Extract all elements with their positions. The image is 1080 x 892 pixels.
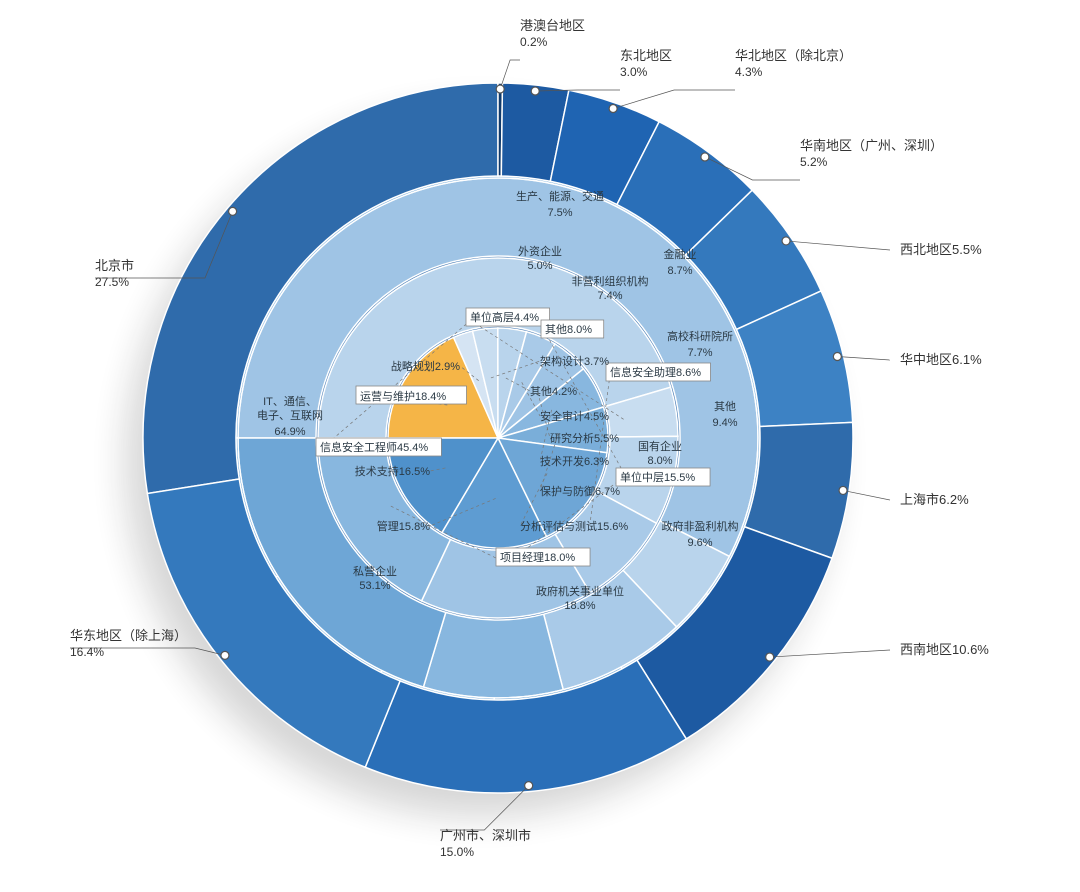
label: 华北地区（除北京） — [735, 48, 852, 63]
label: 西南地区10.6% — [900, 642, 989, 657]
label: 保护与防御6.7% — [540, 484, 620, 498]
label: 53.1% — [359, 580, 390, 592]
label: 政府非盈利机构 — [662, 519, 739, 533]
label: 政府机关事业单位 — [536, 584, 624, 598]
label: 18.8% — [564, 600, 595, 612]
sunburst-chart: 北京市 27.5% 港澳台地区 0.2% 东北地区 3.0% 华北地区（除北京） 4.3% 华南… — [0, 0, 1080, 892]
label: 架构设计3.7% — [540, 354, 609, 368]
label: 信息安全助理8.6% — [610, 365, 701, 379]
label: 外资企业 — [518, 244, 562, 258]
label: 非营利组织机构 — [572, 274, 649, 288]
label: 4.3% — [735, 65, 763, 79]
label: 其他 — [714, 400, 736, 413]
label: 技术开发6.3% — [540, 454, 609, 468]
label: 7.5% — [547, 207, 572, 219]
label: 上海市6.2% — [900, 492, 969, 507]
label: 华东地区（除上海） — [70, 628, 187, 643]
label: 5.0% — [527, 260, 552, 272]
label: 国有企业 — [638, 439, 682, 453]
label: 3.0% — [620, 65, 648, 79]
label: 16.4% — [70, 645, 104, 659]
label: 0.2% — [520, 35, 548, 49]
label: 8.7% — [667, 265, 692, 277]
label: 高校科研院所 — [667, 329, 733, 343]
label: 华南地区（广州、深圳） — [800, 138, 943, 153]
label: 战略规划2.9% — [391, 359, 460, 373]
label: 5.2% — [800, 155, 828, 169]
label: 私营企业 — [353, 564, 397, 578]
slice — [423, 612, 563, 698]
label: 生产、能源、交通 — [516, 189, 604, 203]
label: 单位中层15.5% — [620, 470, 695, 484]
label: 分析评估与测试15.6% — [520, 519, 628, 533]
label: 东北地区 — [620, 48, 672, 63]
label: 管理15.8% — [377, 519, 430, 533]
label: 64.9% — [274, 426, 305, 438]
label: 信息安全工程师45.4% — [320, 440, 428, 454]
label: 北京市 — [95, 258, 134, 273]
label: 西北地区5.5% — [900, 242, 982, 257]
label: 研究分析5.5% — [550, 431, 619, 445]
label: 金融业 — [664, 247, 697, 261]
label: 27.5% — [95, 275, 129, 289]
label: 华中地区6.1% — [900, 352, 982, 367]
label: 港澳台地区 — [520, 18, 585, 33]
label: 9.4% — [712, 417, 737, 429]
label: 广州市、深圳市 — [440, 828, 531, 843]
label: 其他8.0% — [545, 323, 592, 336]
label: 9.6% — [687, 537, 712, 549]
label: 项目经理18.0% — [500, 551, 575, 564]
label: 技术支持16.5% — [355, 464, 430, 478]
label: 7.7% — [687, 347, 712, 359]
label: 15.0% — [440, 845, 474, 859]
label: 单位高层4.4% — [470, 310, 539, 324]
label: 运营与维护18.4% — [360, 389, 446, 403]
label: 8.0% — [647, 455, 672, 467]
label: 其他4.2% — [530, 385, 577, 398]
label: 7.4% — [597, 290, 622, 302]
